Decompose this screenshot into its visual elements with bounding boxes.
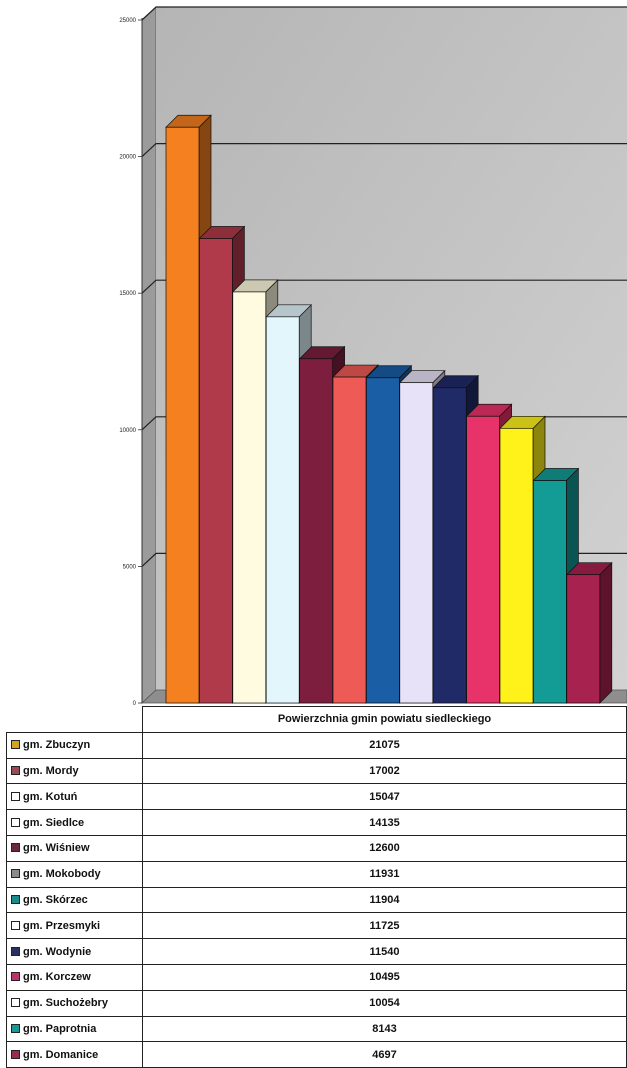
legend-swatch [11, 843, 20, 853]
gridline-25000 [141, 6, 627, 21]
legend-swatch [11, 998, 20, 1008]
legend-swatch [11, 894, 20, 904]
legend-cell: gm. Wiśniew [6, 834, 143, 862]
legend-cell: gm. Zbuczyn [6, 731, 143, 759]
y-axis: 0 5000 10000 15000 20000 25000 [119, 18, 143, 706]
table-row: gm. Wodynie 11540 [6, 938, 627, 965]
table-row: gm. Suchożebry 10054 [6, 989, 627, 1017]
legend-swatch [11, 791, 20, 801]
table-row: gm. Mordy 17002 [6, 757, 627, 785]
legend-cell: gm. Skórzec [6, 886, 143, 914]
data-table: Powierzchnia gmin powiatu siedleckiego g… [6, 706, 627, 1068]
legend-cell: gm. Korczew [6, 963, 143, 991]
table-row: gm. Wiśniew 12600 [6, 834, 627, 862]
value-cell: 21075 [142, 731, 627, 759]
bar-domanice [565, 561, 613, 704]
legend-label: gm. Mokobody [23, 868, 101, 881]
legend-label: gm. Paprotnia [23, 1022, 97, 1035]
value-cell: 8143 [142, 1015, 627, 1043]
legend-swatch [11, 740, 20, 750]
y-tick-label: 0 [133, 701, 137, 706]
chart-title: Powierzchnia gmin powiatu siedleckiego [142, 706, 627, 733]
value-cell: 4697 [142, 1041, 627, 1068]
value-cell: 11540 [142, 938, 627, 965]
legend-swatch [11, 1049, 20, 1059]
legend-label: gm. Wodynie [23, 945, 92, 958]
legend-swatch [11, 920, 20, 930]
value-cell: 11904 [142, 886, 627, 914]
table-row: gm. Skórzec 11904 [6, 886, 627, 914]
legend-swatch [11, 817, 20, 827]
table-corner [6, 706, 143, 733]
legend-cell: gm. Suchożebry [6, 989, 143, 1017]
table-row: gm. Paprotnia 8143 [6, 1015, 627, 1043]
legend-label: gm. Korczew [23, 971, 91, 984]
y-tick-label: 10000 [119, 428, 136, 434]
legend-label: gm. Suchożebry [23, 997, 108, 1010]
value-cell: 15047 [142, 783, 627, 811]
value-cell: 17002 [142, 757, 627, 785]
legend-cell: gm. Domanice [6, 1041, 143, 1068]
legend-cell: gm. Przesmyki [6, 912, 143, 940]
legend-label: gm. Wiśniew [23, 842, 90, 855]
table-row: gm. Domanice 4697 [6, 1041, 627, 1068]
table-row: gm. Zbuczyn 21075 [6, 731, 627, 759]
value-cell: 14135 [142, 809, 627, 836]
legend-swatch [11, 869, 20, 879]
table-row: gm. Przesmyki 11725 [6, 912, 627, 940]
table-row: gm. Korczew 10495 [6, 963, 627, 991]
legend-label: gm. Zbuczyn [23, 739, 91, 752]
legend-swatch [11, 946, 20, 956]
value-cell: 10495 [142, 963, 627, 991]
legend-cell: gm. Siedlce [6, 809, 143, 836]
y-tick-label: 5000 [123, 564, 137, 570]
legend-label: gm. Mordy [23, 764, 79, 777]
legend-cell: gm. Mokobody [6, 860, 143, 888]
value-cell: 12600 [142, 834, 627, 862]
table-row: gm. Kotuń 15047 [6, 783, 627, 811]
legend-swatch [11, 972, 20, 982]
legend-cell: gm. Paprotnia [6, 1015, 143, 1043]
bar-chart: 0 5000 10000 15000 20000 25000 [119, 6, 627, 706]
value-cell: 11725 [142, 912, 627, 940]
legend-swatch [11, 1023, 20, 1033]
legend-label: gm. Siedlce [23, 816, 85, 829]
legend-cell: gm. Kotuń [6, 783, 143, 811]
legend-cell: gm. Wodynie [6, 938, 143, 965]
table-row: gm. Siedlce 14135 [6, 809, 627, 836]
table-header-row: Powierzchnia gmin powiatu siedleckiego [6, 706, 627, 733]
legend-label: gm. Skórzec [23, 893, 88, 906]
gridline-15000 [141, 279, 627, 294]
value-cell: 11931 [142, 860, 627, 888]
legend-cell: gm. Mordy [6, 757, 143, 785]
y-tick-label: 25000 [119, 18, 136, 24]
y-tick-label: 15000 [119, 291, 136, 297]
value-cell: 10054 [142, 989, 627, 1017]
legend-label: gm. Kotuń [23, 790, 78, 803]
bars [165, 114, 613, 704]
table-row: gm. Mokobody 11931 [6, 860, 627, 888]
legend-label: gm. Przesmyki [23, 919, 101, 932]
gridline-20000 [141, 143, 627, 158]
y-tick-label: 20000 [119, 155, 136, 161]
legend-swatch [11, 765, 20, 775]
legend-label: gm. Domanice [23, 1048, 99, 1061]
